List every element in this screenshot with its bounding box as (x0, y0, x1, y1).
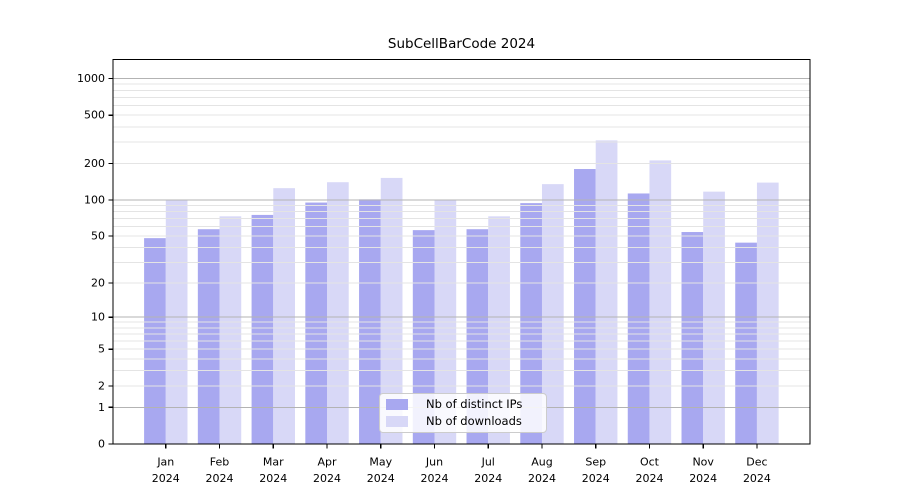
bar-downloads-Feb (219, 216, 242, 444)
bar-distinct-ips-Mar (251, 214, 274, 444)
bar-downloads-Mar (273, 188, 295, 444)
legend-label-downloads: Nb of downloads (426, 413, 522, 428)
legend: Nb of distinct IPs Nb of downloads (379, 393, 547, 433)
y-tick-label: 20 (91, 276, 105, 289)
x-tick-label-month: Jun (425, 456, 443, 469)
x-tick-label-month: Nov (692, 456, 714, 469)
bar-distinct-ips-Nov (681, 232, 704, 444)
legend-swatch-downloads-icon (386, 416, 408, 427)
x-tick-label-year: 2024 (259, 472, 287, 485)
x-tick-label-month: Feb (210, 456, 229, 469)
x-tick-label-year: 2024 (689, 472, 717, 485)
axes-frame (112, 58, 811, 445)
x-tick-label-year: 2024 (152, 472, 180, 485)
y-tick-label: 500 (84, 109, 105, 122)
x-tick-label-month: Mar (263, 456, 284, 469)
y-tick-label: 2 (98, 379, 105, 392)
x-tick-label-month: Oct (640, 456, 660, 469)
x-tick-label-month: Dec (746, 456, 767, 469)
x-tick-label-month: Sep (585, 456, 606, 469)
y-tick-label: 1 (98, 401, 105, 414)
x-tick-label-year: 2024 (313, 472, 341, 485)
y-tick-label: 100 (84, 193, 105, 206)
bar-distinct-ips-Apr (305, 202, 328, 444)
y-tick-label: 0 (98, 438, 105, 451)
bar-distinct-ips-Feb (197, 229, 220, 444)
x-tick-label-month: Jan (156, 456, 174, 469)
x-tick-label-year: 2024 (474, 472, 502, 485)
bar-downloads-Apr (327, 182, 349, 445)
x-tick-label-year: 2024 (367, 472, 395, 485)
bar-distinct-ips-Sep (574, 169, 596, 444)
bar-distinct-ips-May (359, 199, 381, 444)
x-tick-label-month: Apr (318, 456, 338, 469)
x-tick-label-month: Jul (481, 456, 495, 469)
bar-downloads-Aug (541, 184, 564, 445)
chart-title: SubCellBarCode 2024 (387, 36, 536, 52)
y-tick-label: 10 (91, 311, 105, 324)
x-tick-label-year: 2024 (421, 472, 449, 485)
bar-downloads-Sep (595, 140, 618, 445)
bar-distinct-ips-Aug (520, 203, 542, 444)
x-tick-label-year: 2024 (528, 472, 556, 485)
bar-downloads-Nov (703, 191, 725, 444)
bar-downloads-Dec (756, 182, 779, 444)
bar-downloads-May (380, 177, 403, 444)
bar-downloads-Oct (649, 160, 672, 444)
bar-downloads-Jul (488, 216, 510, 444)
legend-swatch-distinct-ips-icon (386, 399, 408, 410)
y-tick-label: 200 (84, 157, 105, 170)
x-tick-label-year: 2024 (206, 472, 234, 485)
bar-distinct-ips-Jun (412, 230, 435, 444)
x-tick-label-year: 2024 (635, 472, 663, 485)
legend-label-distinct-ips: Nb of distinct IPs (426, 396, 523, 411)
x-tick-label-year: 2024 (743, 472, 771, 485)
x-tick-label-month: May (369, 456, 392, 469)
y-tick-label: 50 (91, 230, 105, 243)
y-tick-label: 1000 (77, 72, 105, 85)
legend-item-downloads: Nb of downloads (386, 415, 546, 428)
x-tick-label-year: 2024 (582, 472, 610, 485)
legend-item-distinct-ips: Nb of distinct IPs (386, 398, 546, 411)
y-tick-label: 5 (98, 343, 105, 356)
bar-distinct-ips-Dec (735, 242, 757, 444)
x-tick-label-month: Aug (531, 456, 552, 469)
bar-distinct-ips-Oct (627, 193, 650, 444)
